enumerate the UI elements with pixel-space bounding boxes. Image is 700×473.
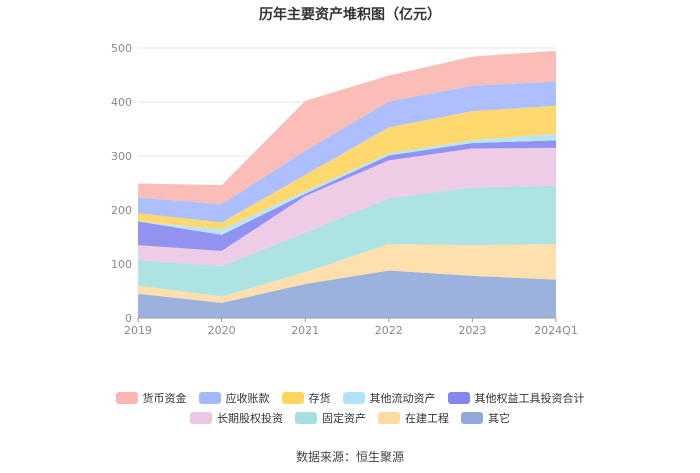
area-series — [138, 147, 556, 267]
legend-swatch — [281, 392, 304, 404]
area-series — [138, 50, 556, 205]
area-series — [138, 105, 556, 230]
legend-row-2: 长期股权投资 固定资产 在建工程 其它 — [0, 410, 700, 426]
legend-label: 存货 — [308, 392, 331, 405]
legend-row-1: 货币资金 应收账款 存货 其他流动资产 其他权益工具投资合计 — [0, 390, 700, 406]
legend-item[interactable]: 货币资金 — [115, 390, 187, 406]
legend-swatch — [447, 392, 470, 404]
y-tick-label: 300 — [111, 150, 132, 163]
legend-label: 其它 — [488, 412, 510, 425]
legend-swatch — [295, 412, 317, 424]
legend-swatch — [342, 392, 365, 404]
legend-label: 其他权益工具投资合计 — [474, 392, 585, 405]
y-tick-label: 100 — [111, 258, 132, 271]
legend-swatch — [190, 412, 212, 424]
y-tick-label: 500 — [111, 42, 132, 55]
legend-item[interactable]: 长期股权投资 — [190, 410, 283, 426]
x-tick-label: 2023 — [458, 324, 486, 337]
legend-swatch — [378, 412, 400, 424]
data-source: 数据来源：恒生聚源 — [295, 450, 404, 464]
x-tick-label: 2019 — [124, 324, 152, 337]
legend-label: 应收账款 — [225, 392, 270, 405]
x-tick-label: 2022 — [375, 324, 403, 337]
legend-item[interactable]: 其他流动资产 — [342, 390, 436, 406]
legend-item[interactable]: 固定资产 — [295, 410, 366, 426]
x-tick-label: 2021 — [291, 324, 319, 337]
legend-swatch — [198, 392, 221, 404]
y-tick-label: 400 — [111, 96, 132, 109]
legend-label: 固定资产 — [322, 412, 366, 425]
legend-item[interactable]: 在建工程 — [378, 410, 449, 426]
legend-swatch — [115, 392, 138, 404]
area-series — [138, 244, 556, 303]
legend-label: 长期股权投资 — [217, 412, 283, 425]
area-series — [138, 81, 556, 223]
x-tick-label: 2020 — [208, 324, 236, 337]
legend-label: 货币资金 — [142, 392, 187, 405]
legend-label: 其他流动资产 — [369, 392, 436, 405]
y-tick-label: 200 — [111, 204, 132, 217]
legend-item[interactable]: 存货 — [281, 390, 331, 406]
area-series — [138, 185, 556, 297]
legend-label: 在建工程 — [405, 412, 449, 425]
area-series — [138, 270, 556, 318]
area-series — [138, 140, 556, 252]
x-tick-label: 2024Q1 — [534, 324, 578, 337]
legend-item[interactable]: 应收账款 — [198, 390, 270, 406]
chart-title: 历年主要资产堆积图（亿元） — [259, 7, 441, 23]
y-tick-label: 0 — [125, 312, 132, 325]
legend-item[interactable]: 其它 — [461, 410, 510, 426]
legend-item[interactable]: 其他权益工具投资合计 — [447, 390, 585, 406]
legend-swatch — [461, 412, 483, 424]
